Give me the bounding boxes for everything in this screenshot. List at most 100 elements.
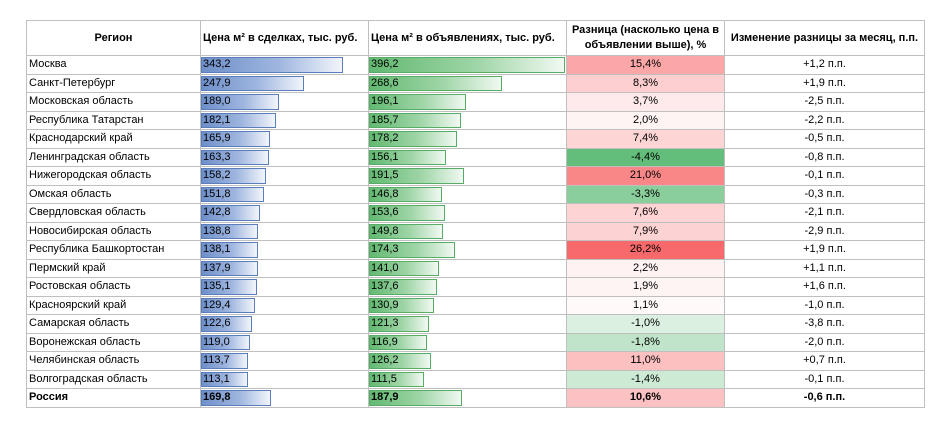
deal-price-value: 189,0 — [203, 95, 231, 108]
deal-price-bar — [201, 260, 258, 276]
change-cell: +1,2 п.п. — [724, 55, 925, 75]
header-difference: Разница (насколько цена в объявлении выш… — [566, 20, 725, 56]
price-table-container: Регион Цена м² в сделках, тыс. руб. Цена… — [26, 20, 925, 408]
region-cell: Челябинская область — [26, 351, 201, 371]
difference-cell: 1,1% — [566, 295, 725, 315]
deal-price-cell: 138,1 — [200, 240, 369, 260]
listing-price-cell: 196,1 — [368, 92, 567, 112]
listing-price-cell: 153,6 — [368, 203, 567, 223]
deal-price-value: 182,1 — [203, 113, 231, 126]
listing-price-value: 146,8 — [371, 187, 399, 200]
listing-price-cell: 130,9 — [368, 295, 567, 315]
deal-price-value: 137,9 — [203, 261, 231, 274]
deal-price-bar — [201, 297, 255, 313]
difference-cell: -4,4% — [566, 147, 725, 167]
deal-price-value: 158,2 — [203, 169, 231, 182]
deal-price-value: 163,3 — [203, 150, 231, 163]
change-cell: +1,9 п.п. — [724, 240, 925, 260]
listing-price-bar — [369, 260, 439, 276]
deal-price-cell: 142,8 — [200, 203, 369, 223]
difference-cell: 15,4% — [566, 55, 725, 75]
deal-price-bar — [201, 242, 258, 258]
difference-cell: 10,6% — [566, 388, 725, 408]
deal-price-value: 138,8 — [203, 224, 231, 237]
table-row: Ростовская область 135,1 137,6 1,9% +1,6 п.п… — [26, 277, 925, 297]
region-cell: Омская область — [26, 184, 201, 204]
deal-price-cell: 137,9 — [200, 258, 369, 278]
deal-price-cell: 158,2 — [200, 166, 369, 186]
listing-price-value: 191,5 — [371, 169, 399, 182]
deal-price-bar — [201, 223, 258, 239]
listing-price-bar — [369, 371, 424, 387]
difference-cell: -1,4% — [566, 369, 725, 389]
listing-price-value: 196,1 — [371, 95, 399, 108]
change-cell: +1,6 п.п. — [724, 277, 925, 297]
deal-price-bar — [201, 149, 269, 165]
listing-price-value: 156,1 — [371, 150, 399, 163]
listing-price-bar — [369, 94, 466, 110]
deal-price-bar — [201, 316, 252, 332]
table-row: Свердловская область 142,8 153,6 7,6% -2,1 п… — [26, 203, 925, 223]
change-cell: -0,6 п.п. — [724, 388, 925, 408]
change-cell: -0,8 п.п. — [724, 147, 925, 167]
deal-price-cell: 163,3 — [200, 147, 369, 167]
listing-price-cell: 268,6 — [368, 73, 567, 93]
difference-cell: 8,3% — [566, 73, 725, 93]
listing-price-bar — [369, 112, 461, 128]
listing-price-value: 178,2 — [371, 132, 399, 145]
change-cell: -1,0 п.п. — [724, 295, 925, 315]
difference-cell: 1,9% — [566, 277, 725, 297]
deal-price-bar — [201, 168, 266, 184]
listing-price-bar — [369, 205, 445, 221]
listing-price-value: 121,3 — [371, 317, 399, 330]
difference-cell: -1,0% — [566, 314, 725, 334]
listing-price-value: 126,2 — [371, 354, 399, 367]
deal-price-bar — [201, 131, 270, 147]
change-cell: +1,1 п.п. — [724, 258, 925, 278]
difference-cell: 7,9% — [566, 221, 725, 241]
deal-price-cell: 138,8 — [200, 221, 369, 241]
listing-price-bar — [369, 242, 455, 258]
table-row: Санкт-Петербург 247,9 268,6 8,3% +1,9 п.п. — [26, 73, 925, 93]
change-cell: -2,9 п.п. — [724, 221, 925, 241]
listing-price-value: 149,8 — [371, 224, 399, 237]
deal-price-value: 113,7 — [203, 354, 230, 367]
deal-price-bar — [201, 186, 264, 202]
listing-price-cell: 156,1 — [368, 147, 567, 167]
deal-price-cell: 343,2 — [200, 55, 369, 75]
change-cell: +1,9 п.п. — [724, 73, 925, 93]
listing-price-bar — [369, 168, 464, 184]
difference-cell: -1,8% — [566, 332, 725, 352]
deal-price-bar — [201, 334, 250, 350]
deal-price-cell: 135,1 — [200, 277, 369, 297]
deal-price-bar — [201, 75, 304, 91]
deal-price-cell: 169,8 — [200, 388, 369, 408]
region-cell: Россия — [26, 388, 201, 408]
deal-price-bar — [201, 57, 343, 73]
table-row: Пермский край 137,9 141,0 2,2% +1,1 п.п. — [26, 258, 925, 278]
deal-price-bar — [201, 112, 276, 128]
table-row: Волгоградская область 113,1 111,5 -1,4% -0,1… — [26, 369, 925, 389]
region-cell: Красноярский край — [26, 295, 201, 315]
change-cell: -0,1 п.п. — [724, 369, 925, 389]
region-cell: Самарская область — [26, 314, 201, 334]
change-cell: -0,1 п.п. — [724, 166, 925, 186]
table-row: Республика Татарстан 182,1 185,7 2,0% -2,2 п… — [26, 110, 925, 130]
deal-price-value: 247,9 — [203, 76, 231, 89]
region-cell: Ростовская область — [26, 277, 201, 297]
deal-price-cell: 247,9 — [200, 73, 369, 93]
difference-cell: 2,2% — [566, 258, 725, 278]
table-body: Москва 343,2 396,2 15,4% +1,2 п.п. Санкт-Пете… — [26, 55, 925, 408]
listing-price-value: 396,2 — [371, 58, 399, 71]
change-cell: -2,0 п.п. — [724, 332, 925, 352]
listing-price-bar — [369, 57, 565, 73]
header-change: Изменение разницы за месяц, п.п. — [724, 20, 925, 56]
listing-price-value: 111,5 — [371, 372, 397, 385]
listing-price-cell: 191,5 — [368, 166, 567, 186]
listing-price-cell: 137,6 — [368, 277, 567, 297]
total-row: Россия 169,8 187,9 10,6% -0,6 п.п. — [26, 388, 925, 408]
header-row: Регион Цена м² в сделках, тыс. руб. Цена… — [26, 20, 925, 56]
deal-price-value: 119,0 — [203, 335, 230, 348]
listing-price-cell: 178,2 — [368, 129, 567, 149]
listing-price-bar — [369, 334, 427, 350]
